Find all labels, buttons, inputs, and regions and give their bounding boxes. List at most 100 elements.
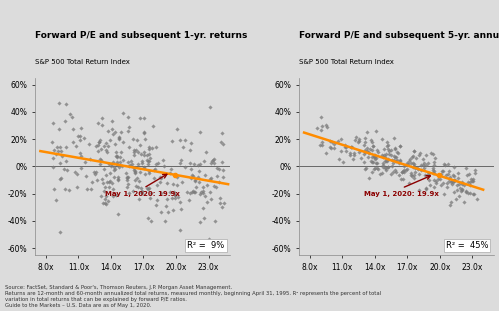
Point: [380, 153, 388, 158]
Point: [108, 126, 116, 131]
Point: [393, 149, 401, 154]
Point: [440, 180, 448, 185]
Point: [413, 166, 421, 171]
Point: [430, 178, 438, 183]
Point: [130, 167, 138, 172]
Point: [443, 181, 451, 186]
Text: Source: FactSet, Standard & Poor's, Thomson Reuters, J.P. Morgan Asset Managemen: Source: FactSet, Standard & Poor's, Thom…: [5, 285, 381, 308]
Point: [187, 140, 195, 145]
Point: [131, 177, 139, 182]
Point: [117, 149, 125, 154]
Point: [185, 197, 193, 202]
Point: [389, 169, 397, 174]
Point: [73, 184, 81, 189]
Point: [100, 166, 108, 171]
Point: [416, 151, 424, 156]
Point: [444, 161, 452, 166]
Point: [405, 181, 413, 186]
Point: [82, 173, 90, 178]
Point: [410, 164, 418, 169]
Point: [469, 192, 477, 197]
Point: [95, 139, 103, 144]
Point: [435, 173, 443, 178]
Point: [437, 171, 445, 176]
Point: [387, 171, 395, 176]
Point: [382, 165, 390, 170]
Point: [424, 160, 432, 165]
Point: [317, 128, 325, 133]
Point: [415, 153, 423, 158]
Point: [454, 187, 462, 192]
Point: [462, 189, 470, 194]
Point: [208, 160, 216, 165]
Point: [117, 130, 125, 135]
Point: [366, 146, 374, 151]
Point: [96, 147, 104, 152]
Point: [128, 162, 136, 167]
Point: [101, 185, 109, 190]
Point: [349, 157, 357, 162]
Point: [100, 188, 108, 193]
Point: [421, 166, 429, 171]
Point: [361, 139, 369, 144]
Point: [371, 154, 379, 159]
Point: [150, 168, 158, 173]
Point: [417, 168, 425, 173]
Point: [425, 178, 433, 183]
Point: [473, 196, 481, 201]
Point: [446, 178, 454, 183]
Point: [113, 154, 121, 159]
Point: [431, 156, 439, 160]
Point: [123, 175, 131, 180]
Point: [346, 152, 354, 157]
Point: [105, 162, 113, 167]
Point: [450, 190, 458, 195]
Point: [367, 137, 375, 142]
Point: [207, 177, 215, 182]
Point: [156, 179, 164, 184]
Point: [400, 164, 408, 169]
Point: [368, 139, 376, 144]
Text: R² =  45%: R² = 45%: [446, 241, 488, 250]
Point: [471, 167, 479, 172]
Point: [166, 190, 174, 195]
Text: May 1, 2020: 19.9x: May 1, 2020: 19.9x: [105, 191, 180, 197]
Point: [327, 146, 335, 151]
Point: [143, 185, 151, 190]
Point: [57, 153, 65, 158]
Point: [450, 165, 458, 170]
Point: [125, 164, 133, 169]
Point: [179, 145, 187, 150]
Point: [163, 196, 171, 201]
Point: [104, 129, 112, 134]
Point: [110, 175, 118, 180]
Point: [394, 151, 402, 156]
Point: [100, 143, 108, 148]
Point: [378, 136, 386, 141]
Point: [361, 135, 369, 140]
Point: [111, 193, 119, 198]
Point: [443, 184, 451, 189]
Point: [215, 180, 223, 185]
Point: [169, 208, 177, 213]
Point: [213, 173, 221, 178]
Point: [202, 149, 210, 154]
Point: [401, 168, 409, 173]
Point: [392, 158, 400, 163]
Point: [196, 129, 204, 134]
Point: [441, 162, 449, 167]
Point: [415, 188, 423, 193]
Point: [79, 136, 87, 141]
Point: [318, 123, 326, 128]
Point: [346, 151, 354, 156]
Point: [429, 167, 437, 172]
Point: [218, 131, 226, 136]
Point: [383, 139, 391, 144]
Point: [443, 173, 451, 178]
Point: [450, 179, 458, 184]
Point: [207, 196, 215, 201]
Point: [137, 151, 145, 156]
Point: [463, 173, 471, 178]
Point: [83, 187, 91, 192]
Point: [103, 180, 111, 185]
